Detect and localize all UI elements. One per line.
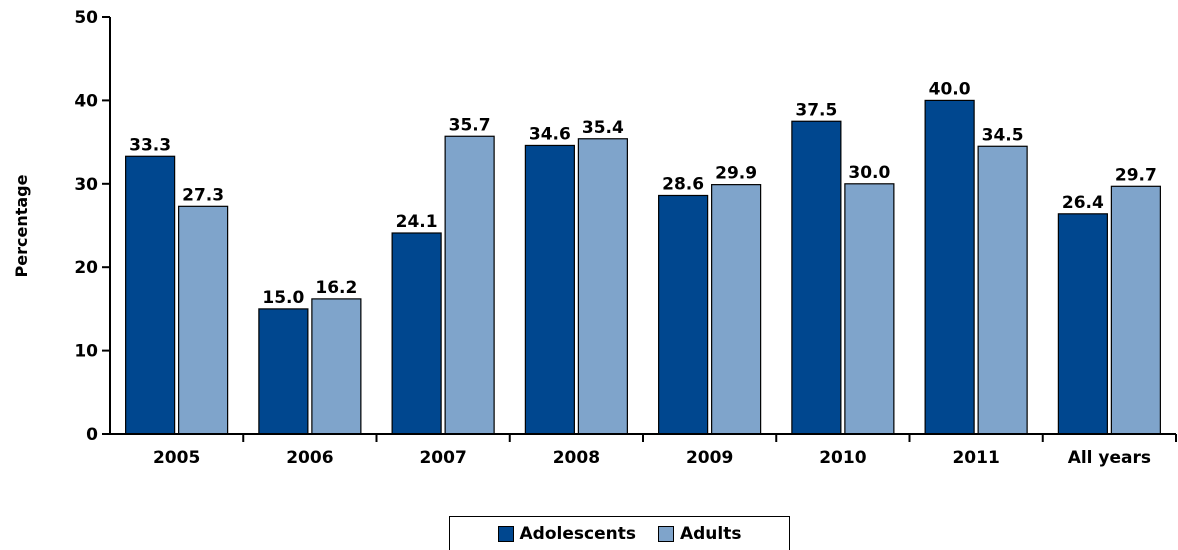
y-tick-label: 0	[86, 425, 98, 445]
bar-adults-2008	[577, 138, 628, 435]
data-label: 27.3	[182, 185, 224, 205]
bar-adolescents-2008	[524, 144, 575, 435]
data-label: 15.0	[262, 288, 304, 308]
x-tick-label: 2007	[419, 448, 466, 468]
x-tick-label: 2006	[286, 448, 333, 468]
bar-adolescents-all-years	[1057, 213, 1108, 435]
legend-item-adults: Adults	[657, 523, 742, 544]
bar-adults-2007	[444, 135, 495, 435]
x-tick-label: 2009	[686, 448, 733, 468]
bar-adults-2009	[711, 184, 762, 435]
legend-label-adults: Adults	[679, 523, 742, 544]
data-label: 30.0	[848, 163, 890, 183]
bar-adolescents-2006	[258, 308, 309, 435]
data-label: 24.1	[396, 212, 438, 232]
data-label: 16.2	[315, 278, 357, 298]
x-tick-label: 2005	[153, 448, 200, 468]
bar-chart: Percentage 0 10 20 30 40 50 33.3 27.3 15.0 16.2 2…	[12, 8, 1177, 468]
y-tick-label: 20	[74, 258, 98, 278]
x-tick-label: 2011	[952, 448, 999, 468]
bar-adults-2010	[844, 183, 895, 435]
x-tick-label: All years	[1068, 448, 1151, 468]
bar-adolescents-2011	[924, 99, 975, 435]
bar-adults-2005	[178, 205, 229, 435]
data-label: 29.9	[715, 164, 757, 184]
bar-adults-2006	[311, 298, 362, 435]
bar-adolescents-2009	[658, 194, 709, 435]
y-tick-label: 40	[74, 91, 98, 111]
legend-swatch-adolescents	[497, 525, 514, 542]
legend-label-adolescents: Adolescents	[519, 523, 636, 544]
data-label: 28.6	[662, 174, 704, 194]
data-label: 35.4	[582, 118, 624, 138]
y-tick-label: 30	[74, 175, 98, 195]
data-label: 35.7	[449, 115, 491, 135]
legend: Adolescents Adults	[449, 516, 790, 550]
y-tick-label: 50	[74, 8, 98, 28]
data-label: 37.5	[795, 100, 837, 120]
data-label: 40.0	[929, 79, 971, 99]
data-label: 34.6	[529, 124, 571, 144]
data-label: 29.7	[1115, 165, 1157, 185]
y-axis-title: Percentage	[12, 174, 31, 277]
bar-adults-all-years	[1110, 185, 1161, 435]
x-tick-label: 2010	[819, 448, 866, 468]
data-label: 26.4	[1062, 193, 1104, 213]
y-tick-label: 10	[74, 342, 98, 362]
data-label: 34.5	[982, 125, 1024, 145]
legend-item-adolescents: Adolescents	[497, 523, 636, 544]
data-label: 33.3	[129, 135, 171, 155]
legend-swatch-adults	[657, 525, 674, 542]
bar-adolescents-2005	[125, 155, 176, 435]
bar-adults-2011	[977, 145, 1028, 435]
x-tick-label: 2008	[553, 448, 600, 468]
bar-adolescents-2010	[791, 120, 842, 435]
bar-adolescents-2007	[391, 232, 442, 435]
